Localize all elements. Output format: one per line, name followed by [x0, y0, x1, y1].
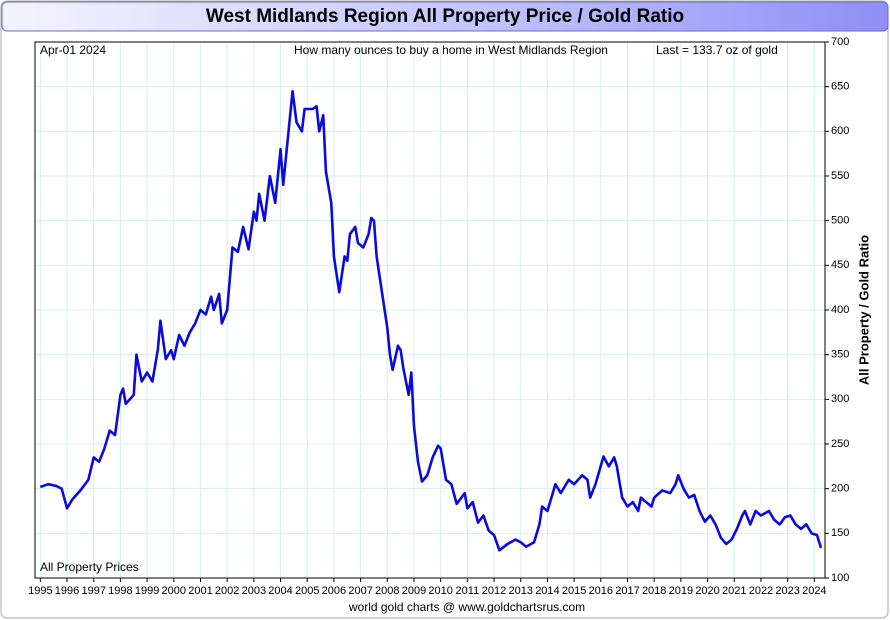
y-tick-label: 500: [831, 215, 849, 227]
title-bar: [1, 1, 889, 32]
footer: world gold charts @ www.goldchartsrus.co…: [348, 600, 585, 614]
x-tick-label: 2003: [242, 585, 266, 597]
x-tick-label: 2024: [802, 585, 826, 597]
series-label: All Property Prices: [40, 560, 139, 574]
x-tick-label: 2007: [348, 585, 372, 597]
y-tick-label: 550: [831, 170, 849, 182]
subtitle: How many ounces to buy a home in West Mi…: [294, 43, 608, 57]
x-tick-label: 2020: [695, 585, 719, 597]
y-tick-label: 600: [831, 125, 849, 137]
y-tick-label: 350: [831, 349, 849, 361]
x-tick-label: 2018: [642, 585, 666, 597]
x-tick-label: 2002: [215, 585, 239, 597]
x-tick-label: 1998: [108, 585, 132, 597]
x-tick-label: 2008: [375, 585, 399, 597]
x-tick-label: 2000: [162, 585, 186, 597]
y-tick-label: 450: [831, 259, 849, 271]
x-tick-label: 2022: [749, 585, 773, 597]
date-label: Apr-01 2024: [40, 43, 106, 57]
x-tick-label: 2021: [722, 585, 746, 597]
x-tick-label: 2016: [589, 585, 613, 597]
x-tick-label: 2009: [402, 585, 426, 597]
x-tick-label: 2017: [615, 585, 639, 597]
x-tick-label: 2011: [456, 585, 480, 597]
x-tick-label: 1995: [28, 585, 52, 597]
x-tick-label: 1996: [55, 585, 79, 597]
y-tick-label: 150: [831, 527, 849, 539]
x-tick-label: 2001: [188, 585, 212, 597]
x-tick-label: 2015: [562, 585, 586, 597]
y-tick-label: 250: [831, 438, 849, 450]
x-tick-label: 2005: [295, 585, 319, 597]
x-tick-label: 2023: [775, 585, 799, 597]
x-tick-label: 1997: [81, 585, 105, 597]
y-tick-label: 300: [831, 393, 849, 405]
x-tick-label: 2014: [535, 585, 559, 597]
x-tick-label: 2012: [482, 585, 506, 597]
x-tick-label: 2004: [268, 585, 292, 597]
x-tick-label: 2019: [669, 585, 693, 597]
y-axis-label: All Property / Gold Ratio: [856, 235, 871, 385]
last-label: Last = 133.7 oz of gold: [656, 43, 778, 57]
y-tick-label: 700: [831, 36, 849, 48]
y-tick-label: 100: [831, 572, 849, 584]
y-tick-label: 200: [831, 483, 849, 495]
x-tick-label: 2010: [428, 585, 452, 597]
y-tick-label: 650: [831, 81, 849, 93]
series-line: [39, 89, 823, 552]
x-tick-label: 2006: [322, 585, 346, 597]
x-tick-label: 1999: [135, 585, 159, 597]
x-tick-label: 2013: [509, 585, 533, 597]
chart-title: West Midlands Region All Property Price …: [206, 6, 684, 27]
y-tick-label: 400: [831, 304, 849, 316]
